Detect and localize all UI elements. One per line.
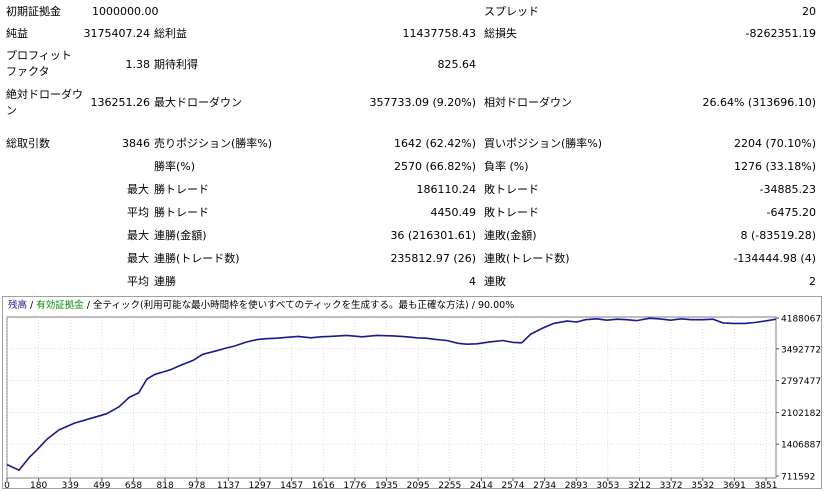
- x-tick-label: 2893: [565, 481, 588, 491]
- abs-drawdown-label-cont: ン: [6, 104, 17, 117]
- net-profit-value: 3175407.24: [83, 27, 150, 40]
- max-consec-losses-cnt-label: 連敗(トレード数): [484, 252, 570, 265]
- legend-model: 全ティック(利用可能な最小時間枠を使いすべてのティックを生成する。最も正確な方法…: [93, 300, 469, 311]
- max-consec-wins-cnt-label: 連勝(トレード数): [154, 252, 240, 265]
- x-tick-label: 978: [188, 481, 205, 491]
- average-label: 平均: [127, 206, 149, 219]
- x-tick-label: 180: [30, 481, 47, 491]
- x-tick-label: 0: [4, 481, 10, 491]
- x-tick-label: 339: [62, 481, 79, 491]
- largest-label: 最大: [127, 183, 149, 196]
- x-tick-label: 1297: [249, 481, 272, 491]
- legend-quality: 90.00%: [478, 300, 515, 311]
- short-positions-label: 売りポジション(勝率%): [154, 137, 273, 150]
- max-consec-cnt-prefix: 最大: [127, 252, 149, 265]
- x-tick-label: 3372: [660, 481, 683, 491]
- abs-drawdown-label: 絶対ドローダウ: [6, 88, 83, 101]
- loss-rate-value: 1276 (33.18%): [733, 160, 816, 173]
- x-tick-label: 3851: [755, 481, 778, 491]
- long-positions-value: 2204 (70.10%): [733, 137, 816, 150]
- x-tick-label: 3212: [628, 481, 651, 491]
- initial-deposit-label: 初期証拠金: [6, 5, 61, 18]
- profit-factor-label-cont: ファクタ: [6, 65, 50, 78]
- largest-loss-value: -34885.23: [759, 183, 816, 196]
- x-tick-label: 499: [93, 481, 110, 491]
- chart-legend: 残高 / 有効証拠金 / 全ティック(利用可能な最小時間枠を使いすべてのティック…: [8, 300, 514, 312]
- y-tick-label: 711592: [781, 473, 815, 483]
- max-consec-losses-cnt-value: -134444.98 (4): [733, 252, 816, 265]
- profit-factor-value: 1.38: [125, 58, 151, 71]
- x-tick-label: 3053: [596, 481, 619, 491]
- initial-deposit-value: 1000000.00: [92, 5, 159, 18]
- profit-factor-label: プロフィット: [6, 49, 72, 62]
- y-tick-label: 1406887: [781, 441, 821, 451]
- average-win-value: 4450.49: [430, 206, 477, 219]
- avg-consec-losses-value: 2: [809, 275, 816, 288]
- avg-consec-prefix: 平均: [127, 275, 149, 288]
- expected-payoff-value: 825.64: [437, 58, 477, 71]
- x-tick-label: 3532: [691, 481, 714, 491]
- gross-profit-value: 11437758.43: [402, 27, 476, 40]
- spread-label: スプレッド: [484, 5, 539, 18]
- legend-separator: /: [27, 300, 37, 311]
- long-positions-label: 買いポジション(勝率%): [484, 137, 603, 150]
- average-loss-value: -6475.20: [766, 206, 816, 219]
- x-tick-label: 1935: [375, 481, 398, 491]
- y-tick-label: 3492772: [781, 345, 821, 355]
- x-tick-label: 2095: [407, 481, 430, 491]
- max-consec-losses-amt-label: 連敗(金額): [484, 229, 537, 242]
- gross-loss-value: -8262351.19: [745, 27, 816, 40]
- x-tick-label: 2734: [533, 481, 556, 491]
- total-trades-label: 総取引数: [6, 137, 50, 150]
- total-trades-value: 3846: [122, 137, 150, 150]
- max-consec-wins-amt-label: 連勝(金額): [154, 229, 207, 242]
- balance-line: [6, 317, 777, 471]
- rel-drawdown-label: 相対ドローダウン: [484, 96, 572, 109]
- x-tick-label: 818: [157, 481, 174, 491]
- win-rate-value: 2570 (66.82%): [393, 160, 476, 173]
- avg-consec-wins-value: 4: [469, 275, 476, 288]
- gross-loss-label: 総損失: [484, 27, 517, 40]
- largest-win-value: 186110.24: [416, 183, 477, 196]
- plot-area: [6, 316, 777, 479]
- abs-drawdown-value: 136251.26: [90, 96, 151, 109]
- max-consec-wins-cnt-value: 235812.97 (26): [390, 252, 476, 265]
- gross-profit-label: 総利益: [154, 27, 187, 40]
- spread-value: 20: [802, 5, 816, 18]
- max-drawdown-label: 最大ドローダウン: [154, 96, 242, 109]
- y-tick-label: 4188067: [781, 315, 821, 325]
- short-positions-value: 1642 (62.42%): [393, 137, 476, 150]
- avg-consec-losses-label: 連敗: [484, 275, 506, 288]
- loss-rate-label: 負率 (%): [484, 160, 529, 173]
- y-tick-label: 2102182: [781, 409, 821, 419]
- x-tick-label: 3691: [723, 481, 746, 491]
- x-tick-label: 2574: [502, 481, 525, 491]
- win-rate-label: 勝率(%): [154, 160, 196, 173]
- rel-drawdown-value: 26.64% (313696.10): [702, 96, 816, 109]
- x-tick-label: 1137: [217, 481, 240, 491]
- average-loss-label: 敗トレード: [484, 206, 539, 219]
- x-tick-label: 1776: [343, 481, 366, 491]
- expected-payoff-label: 期待利得: [154, 58, 198, 71]
- legend-balance: 残高: [8, 300, 28, 311]
- x-tick-label: 1616: [312, 481, 335, 491]
- average-win-label: 勝トレード: [154, 206, 209, 219]
- y-tick-label: 2797477: [781, 377, 821, 387]
- avg-consec-wins-label: 連勝: [154, 275, 176, 288]
- max-consec-wins-amt-value: 36 (216301.61): [390, 229, 476, 242]
- x-tick-label: 2255: [438, 481, 461, 491]
- largest-loss-label: 敗トレード: [484, 183, 539, 196]
- max-drawdown-value: 357733.09 (9.20%): [369, 96, 476, 109]
- net-profit-label: 純益: [6, 27, 28, 40]
- legend-separator: /: [468, 300, 479, 311]
- legend-separator: /: [83, 300, 94, 311]
- x-tick-label: 1457: [280, 481, 303, 491]
- max-consec-amt-prefix: 最大: [127, 229, 149, 242]
- largest-win-label: 勝トレード: [154, 183, 209, 196]
- x-tick-label: 658: [125, 481, 142, 491]
- max-consec-losses-amt-value: 8 (-83519.28): [740, 229, 816, 242]
- x-tick-label: 2414: [470, 481, 493, 491]
- legend-equity: 有効証拠金: [36, 300, 84, 311]
